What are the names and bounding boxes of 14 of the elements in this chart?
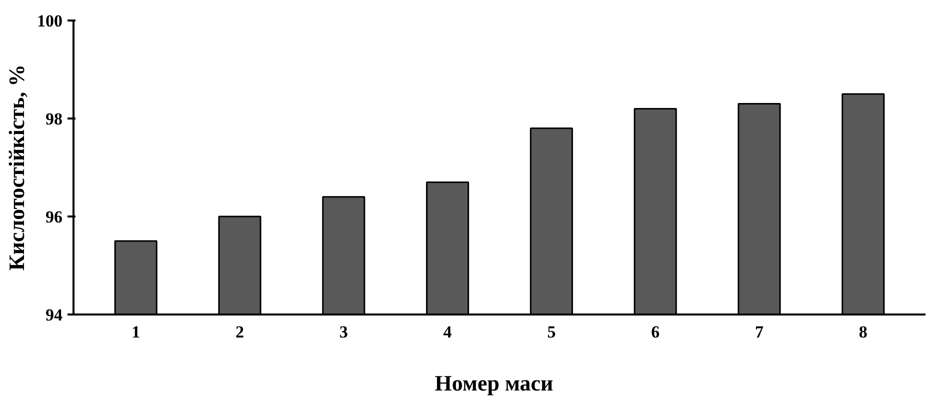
x-tick-label: 3 (339, 322, 348, 342)
y-tick-label: 96 (46, 208, 62, 226)
x-tick-label: 2 (235, 322, 244, 342)
y-tick-label: 100 (37, 12, 62, 30)
x-tick-label: 6 (651, 322, 660, 342)
x-tick-label: 7 (755, 322, 764, 342)
x-tick-label: 8 (858, 322, 868, 342)
x-axis-title: Номер маси (434, 370, 554, 396)
x-tick-label: 5 (547, 322, 556, 342)
y-tick-label: 94 (46, 306, 63, 324)
y-axis-title: Кислотостійкість, % (4, 64, 29, 271)
x-tick-label: 1 (132, 322, 140, 342)
x-tick-label: 4 (443, 322, 452, 342)
y-tick-label: 98 (46, 110, 62, 128)
